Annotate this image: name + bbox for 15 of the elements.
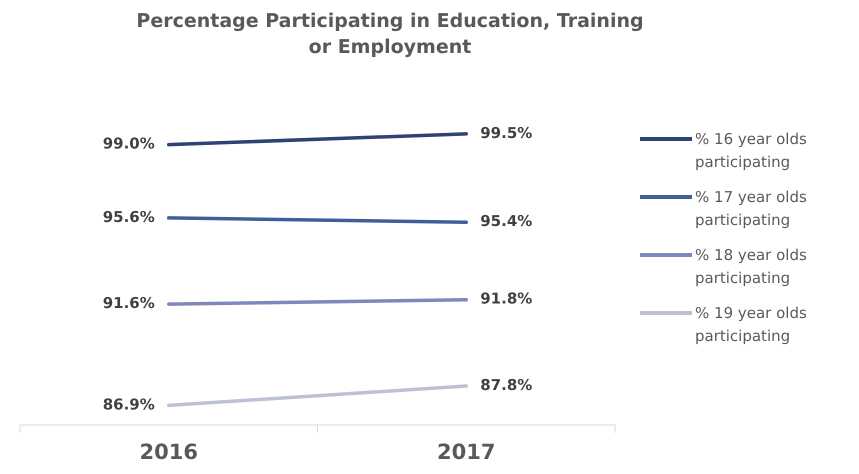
legend-label: % 18 year olds participating xyxy=(695,245,808,289)
data-label: 91.8% xyxy=(480,290,532,308)
legend-label: % 16 year olds participating xyxy=(695,129,808,173)
legend-label: % 19 year olds participating xyxy=(695,303,808,347)
data-label: 99.0% xyxy=(102,134,155,153)
data-label: 99.5% xyxy=(480,124,532,142)
data-label: 95.6% xyxy=(102,208,155,226)
data-label: 87.8% xyxy=(480,376,532,394)
data-label: 91.6% xyxy=(102,294,155,312)
chart-title: Percentage Participating in Education, Training or Employment xyxy=(135,9,645,60)
x-tick-label: 2016 xyxy=(140,440,198,464)
data-label: 95.4% xyxy=(480,212,532,230)
data-label: 86.9% xyxy=(102,395,155,414)
x-tick-label: 2017 xyxy=(437,440,496,464)
legend-label: % 17 year olds participating xyxy=(695,187,808,231)
